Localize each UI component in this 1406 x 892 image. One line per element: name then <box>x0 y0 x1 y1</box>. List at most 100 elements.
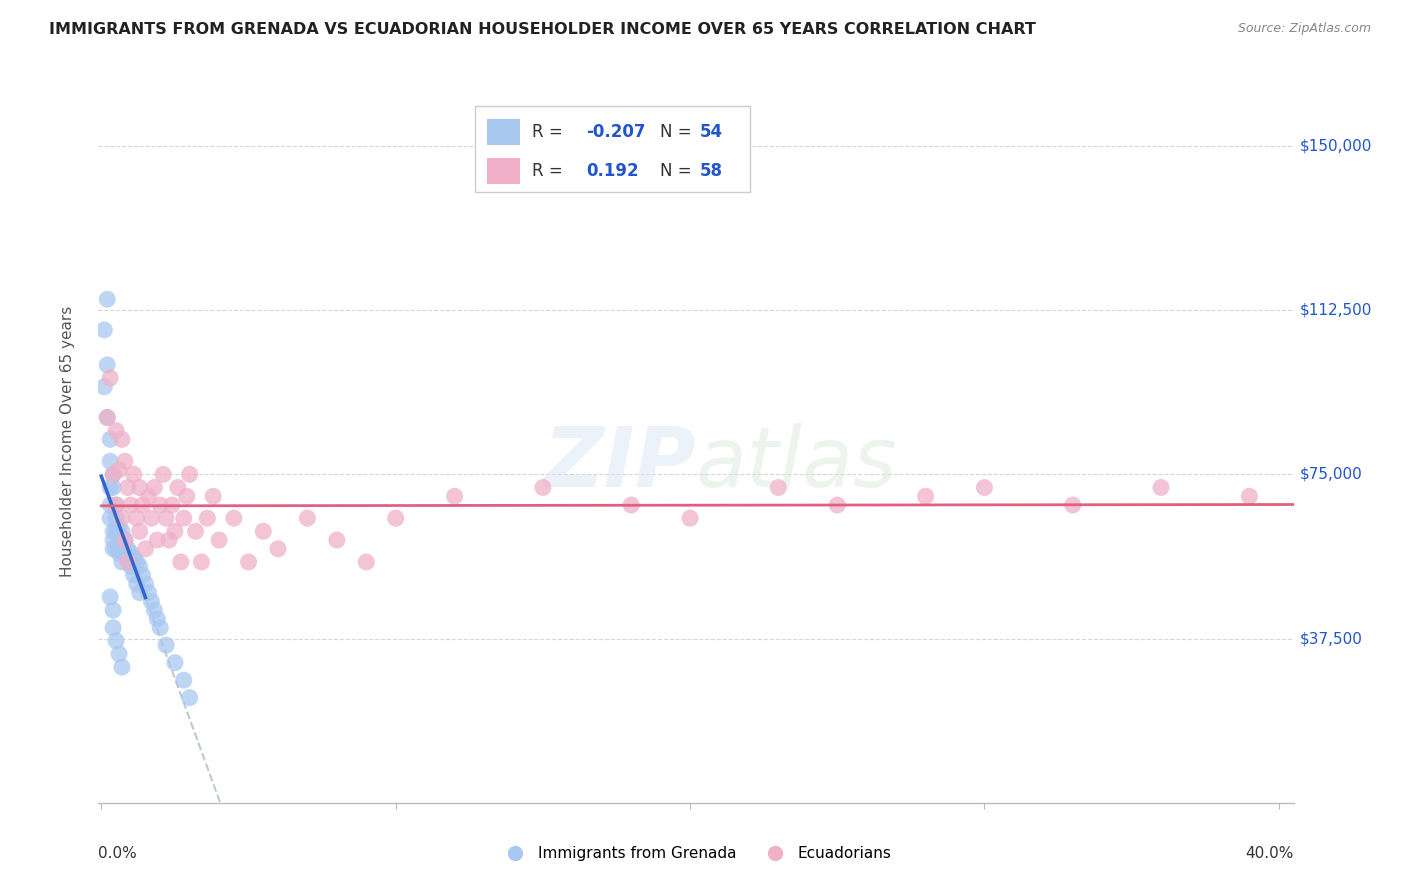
Point <box>128 524 150 539</box>
Point <box>190 555 212 569</box>
Point <box>125 577 148 591</box>
Point <box>179 467 201 482</box>
Text: Source: ZipAtlas.com: Source: ZipAtlas.com <box>1237 22 1371 36</box>
Point <box>238 555 260 569</box>
Point <box>297 511 319 525</box>
Point <box>114 454 136 468</box>
Point <box>143 481 166 495</box>
Point <box>128 585 150 599</box>
Point <box>143 603 166 617</box>
Point <box>101 524 124 539</box>
Text: 0.192: 0.192 <box>586 161 638 179</box>
Point <box>108 520 131 534</box>
Point <box>108 463 131 477</box>
Point <box>96 410 118 425</box>
Point <box>101 603 124 617</box>
Point <box>531 481 554 495</box>
Point <box>101 533 124 547</box>
Point <box>105 424 128 438</box>
Point <box>973 481 995 495</box>
Text: ZIP: ZIP <box>543 423 696 504</box>
Point <box>101 481 124 495</box>
Point <box>111 511 134 525</box>
Point <box>131 568 153 582</box>
Point <box>155 638 177 652</box>
Point <box>117 555 139 569</box>
Point <box>179 690 201 705</box>
Text: atlas: atlas <box>696 423 897 504</box>
Text: 40.0%: 40.0% <box>1246 847 1294 861</box>
Point <box>105 498 128 512</box>
Point <box>149 498 172 512</box>
Text: $75,000: $75,000 <box>1299 467 1362 482</box>
Point <box>125 511 148 525</box>
Point <box>128 559 150 574</box>
Point <box>105 524 128 539</box>
Point <box>122 568 145 582</box>
Point <box>443 489 465 503</box>
Point <box>122 467 145 482</box>
Point <box>326 533 349 547</box>
Point <box>149 621 172 635</box>
Point <box>914 489 936 503</box>
Point <box>1239 489 1261 503</box>
Point <box>111 433 134 447</box>
Text: $112,500: $112,500 <box>1299 302 1372 318</box>
Point <box>141 511 163 525</box>
Text: 54: 54 <box>700 122 723 141</box>
Point <box>141 594 163 608</box>
Text: $150,000: $150,000 <box>1299 138 1372 153</box>
Point <box>173 511 195 525</box>
Text: R =: R = <box>533 161 574 179</box>
Text: $37,500: $37,500 <box>1299 632 1362 646</box>
Point <box>356 555 378 569</box>
Point <box>101 541 124 556</box>
Point <box>120 546 142 560</box>
Point <box>267 541 290 556</box>
Point <box>157 533 180 547</box>
Point <box>117 481 139 495</box>
Point <box>125 555 148 569</box>
Point <box>620 498 643 512</box>
FancyBboxPatch shape <box>486 119 520 145</box>
Text: IMMIGRANTS FROM GRENADA VS ECUADORIAN HOUSEHOLDER INCOME OVER 65 YEARS CORRELATI: IMMIGRANTS FROM GRENADA VS ECUADORIAN HO… <box>49 22 1036 37</box>
Point <box>117 555 139 569</box>
Point <box>134 577 156 591</box>
Point <box>98 433 121 447</box>
Point <box>208 533 231 547</box>
Point <box>96 410 118 425</box>
Point <box>105 511 128 525</box>
FancyBboxPatch shape <box>475 105 749 193</box>
Point <box>131 498 153 512</box>
Point <box>96 358 118 372</box>
Point <box>222 511 245 525</box>
Point <box>163 524 186 539</box>
Point <box>138 489 160 503</box>
Point <box>96 292 118 306</box>
Point <box>114 533 136 547</box>
Point <box>138 585 160 599</box>
Point <box>111 555 134 569</box>
Point <box>128 481 150 495</box>
Point <box>105 541 128 556</box>
Point <box>108 647 131 661</box>
Point <box>163 656 186 670</box>
Text: 58: 58 <box>700 161 723 179</box>
Point <box>252 524 274 539</box>
Text: -0.207: -0.207 <box>586 122 645 141</box>
Point <box>122 550 145 565</box>
Text: R =: R = <box>533 122 568 141</box>
Point <box>93 380 115 394</box>
Point <box>101 467 124 482</box>
Point <box>170 555 193 569</box>
Point <box>146 612 169 626</box>
Point <box>105 633 128 648</box>
Point <box>108 546 131 560</box>
Point <box>114 533 136 547</box>
Point <box>825 498 848 512</box>
Point <box>101 467 124 482</box>
Point <box>108 533 131 547</box>
Point <box>173 673 195 688</box>
Point <box>105 498 128 512</box>
Point <box>111 660 134 674</box>
